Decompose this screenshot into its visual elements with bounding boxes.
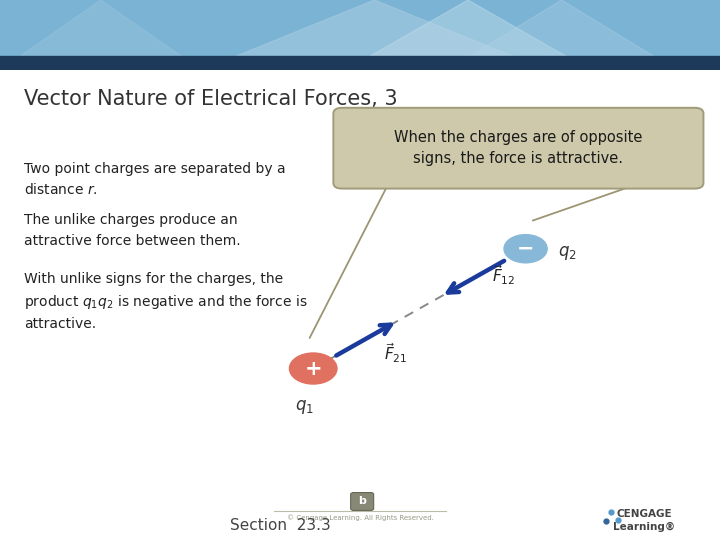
- FancyBboxPatch shape: [351, 492, 374, 510]
- Bar: [0, 56, 720, 70]
- Text: b: b: [359, 496, 366, 507]
- Text: When the charges are of opposite
signs, the force is attractive.: When the charges are of opposite signs, …: [395, 130, 642, 166]
- Text: $q_2$: $q_2$: [558, 245, 577, 262]
- Text: CENGAGE
Learning®: CENGAGE Learning®: [613, 509, 675, 531]
- Text: $\vec{F}_{12}$: $\vec{F}_{12}$: [492, 264, 516, 287]
- Polygon shape: [202, 0, 547, 70]
- Text: Vector Nature of Electrical Forces, 3: Vector Nature of Electrical Forces, 3: [24, 89, 397, 109]
- Polygon shape: [346, 0, 590, 70]
- Text: © Cengage Learning. All Rights Reserved.: © Cengage Learning. All Rights Reserved.: [287, 514, 433, 521]
- Text: −: −: [517, 239, 534, 259]
- Text: $q_1$: $q_1$: [295, 398, 314, 416]
- Text: Two point charges are separated by a
distance $r$.: Two point charges are separated by a dis…: [24, 162, 285, 198]
- FancyBboxPatch shape: [333, 108, 703, 188]
- Polygon shape: [0, 0, 202, 70]
- Circle shape: [289, 353, 337, 384]
- Text: Section  23.3: Section 23.3: [230, 518, 331, 534]
- Text: The unlike charges produce an
attractive force between them.: The unlike charges produce an attractive…: [24, 213, 240, 247]
- Text: +: +: [305, 359, 322, 379]
- Polygon shape: [446, 0, 677, 70]
- Text: With unlike signs for the charges, the
product $q_1q_2$ is negative and the forc: With unlike signs for the charges, the p…: [24, 272, 307, 332]
- Circle shape: [504, 234, 547, 263]
- Text: $\vec{F}_{21}$: $\vec{F}_{21}$: [384, 341, 408, 365]
